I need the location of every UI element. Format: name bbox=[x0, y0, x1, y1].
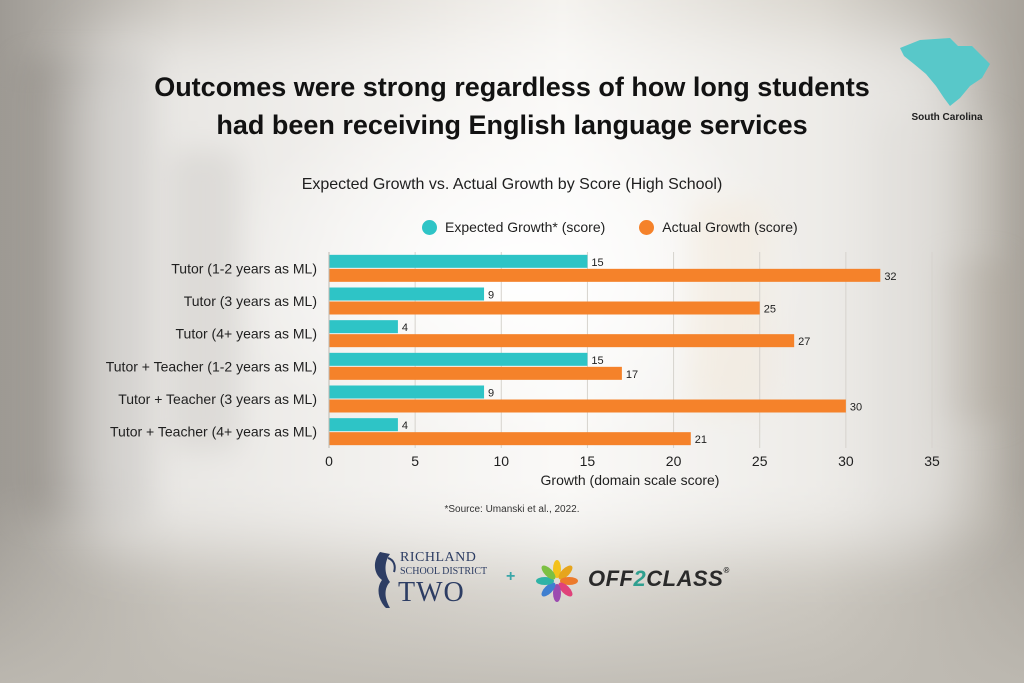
x-tick-label: 0 bbox=[325, 453, 333, 469]
category-label: Tutor (4+ years as ML) bbox=[176, 326, 317, 342]
richland-logo-line3: TWO bbox=[398, 577, 465, 608]
data-label-actual: 21 bbox=[695, 434, 707, 446]
bar-expected bbox=[329, 287, 485, 301]
richland-logo-icon bbox=[374, 552, 396, 608]
legend-item-actual: Actual Growth (score) bbox=[639, 219, 798, 235]
off2class-flower-icon bbox=[536, 560, 578, 602]
off2class-part-2: 2 bbox=[633, 566, 647, 591]
off2class-wordmark: OFF2CLASS® bbox=[588, 566, 730, 592]
off2class-registered-mark: ® bbox=[723, 566, 730, 575]
category-label: Tutor + Teacher (1-2 years as ML) bbox=[106, 358, 317, 374]
bar-actual bbox=[329, 268, 881, 282]
category-label: Tutor (1-2 years as ML) bbox=[171, 260, 317, 276]
region-label: South Carolina bbox=[911, 112, 983, 123]
data-label-actual: 32 bbox=[884, 271, 896, 283]
bar-expected bbox=[329, 418, 398, 432]
bar-expected bbox=[329, 254, 588, 268]
x-tick-label: 25 bbox=[752, 453, 768, 469]
data-label-actual: 25 bbox=[764, 304, 776, 316]
bar-expected bbox=[329, 320, 398, 334]
richland-logo-line1: RICHLAND bbox=[400, 550, 477, 565]
legend-swatch-expected bbox=[422, 219, 437, 235]
x-tick-label: 35 bbox=[924, 453, 940, 469]
data-label-expected: 9 bbox=[488, 388, 494, 400]
data-label-expected: 4 bbox=[402, 420, 408, 432]
title-line-2: had been receiving English language serv… bbox=[216, 110, 808, 140]
source-note: *Source: Umanski et al., 2022. bbox=[444, 504, 580, 515]
legend-label-expected: Expected Growth* (score) bbox=[445, 219, 606, 235]
background-veil bbox=[70, 30, 970, 550]
data-label-expected: 4 bbox=[402, 322, 408, 334]
x-tick-label: 15 bbox=[580, 453, 596, 469]
bar-actual bbox=[329, 399, 846, 413]
off2class-part-off: OFF bbox=[588, 566, 634, 591]
legend-swatch-actual bbox=[639, 219, 655, 235]
legend-item-expected: Expected Growth* (score) bbox=[422, 219, 605, 235]
data-label-actual: 17 bbox=[626, 369, 638, 381]
x-tick-label: 10 bbox=[493, 453, 509, 469]
bar-actual bbox=[329, 334, 795, 348]
title-line-1: Outcomes were strong regardless of how l… bbox=[154, 72, 870, 102]
category-label: Tutor (3 years as ML) bbox=[184, 293, 317, 309]
bar-actual bbox=[329, 432, 691, 446]
legend-label-actual: Actual Growth (score) bbox=[662, 219, 798, 235]
x-tick-label: 5 bbox=[411, 453, 419, 469]
logo-plus-sign: + bbox=[506, 568, 516, 585]
data-label-actual: 30 bbox=[850, 402, 862, 414]
data-label-expected: 9 bbox=[488, 290, 494, 302]
chart-title: Expected Growth vs. Actual Growth by Sco… bbox=[301, 176, 723, 193]
data-label-expected: 15 bbox=[591, 257, 603, 269]
category-label: Tutor + Teacher (3 years as ML) bbox=[118, 391, 317, 407]
bar-expected bbox=[329, 352, 588, 366]
chart-legend: Expected Growth* (score) Actual Growth (… bbox=[422, 216, 798, 238]
bar-expected bbox=[329, 385, 485, 399]
south-carolina-map-icon bbox=[900, 38, 990, 106]
data-label-expected: 15 bbox=[591, 355, 603, 367]
richland-logo-line2: SCHOOL DISTRICT bbox=[400, 566, 488, 577]
bar-actual bbox=[329, 366, 622, 380]
category-label: Tutor + Teacher (4+ years as ML) bbox=[110, 424, 317, 440]
data-label-actual: 27 bbox=[798, 336, 810, 348]
bar-actual bbox=[329, 301, 760, 315]
page-title: Outcomes were strong regardless of how l… bbox=[130, 68, 894, 144]
off2class-part-class: CLASS bbox=[646, 566, 724, 591]
x-axis-label: Growth (domain scale score) bbox=[540, 472, 720, 488]
x-tick-label: 30 bbox=[838, 453, 854, 469]
x-tick-label: 20 bbox=[666, 453, 682, 469]
